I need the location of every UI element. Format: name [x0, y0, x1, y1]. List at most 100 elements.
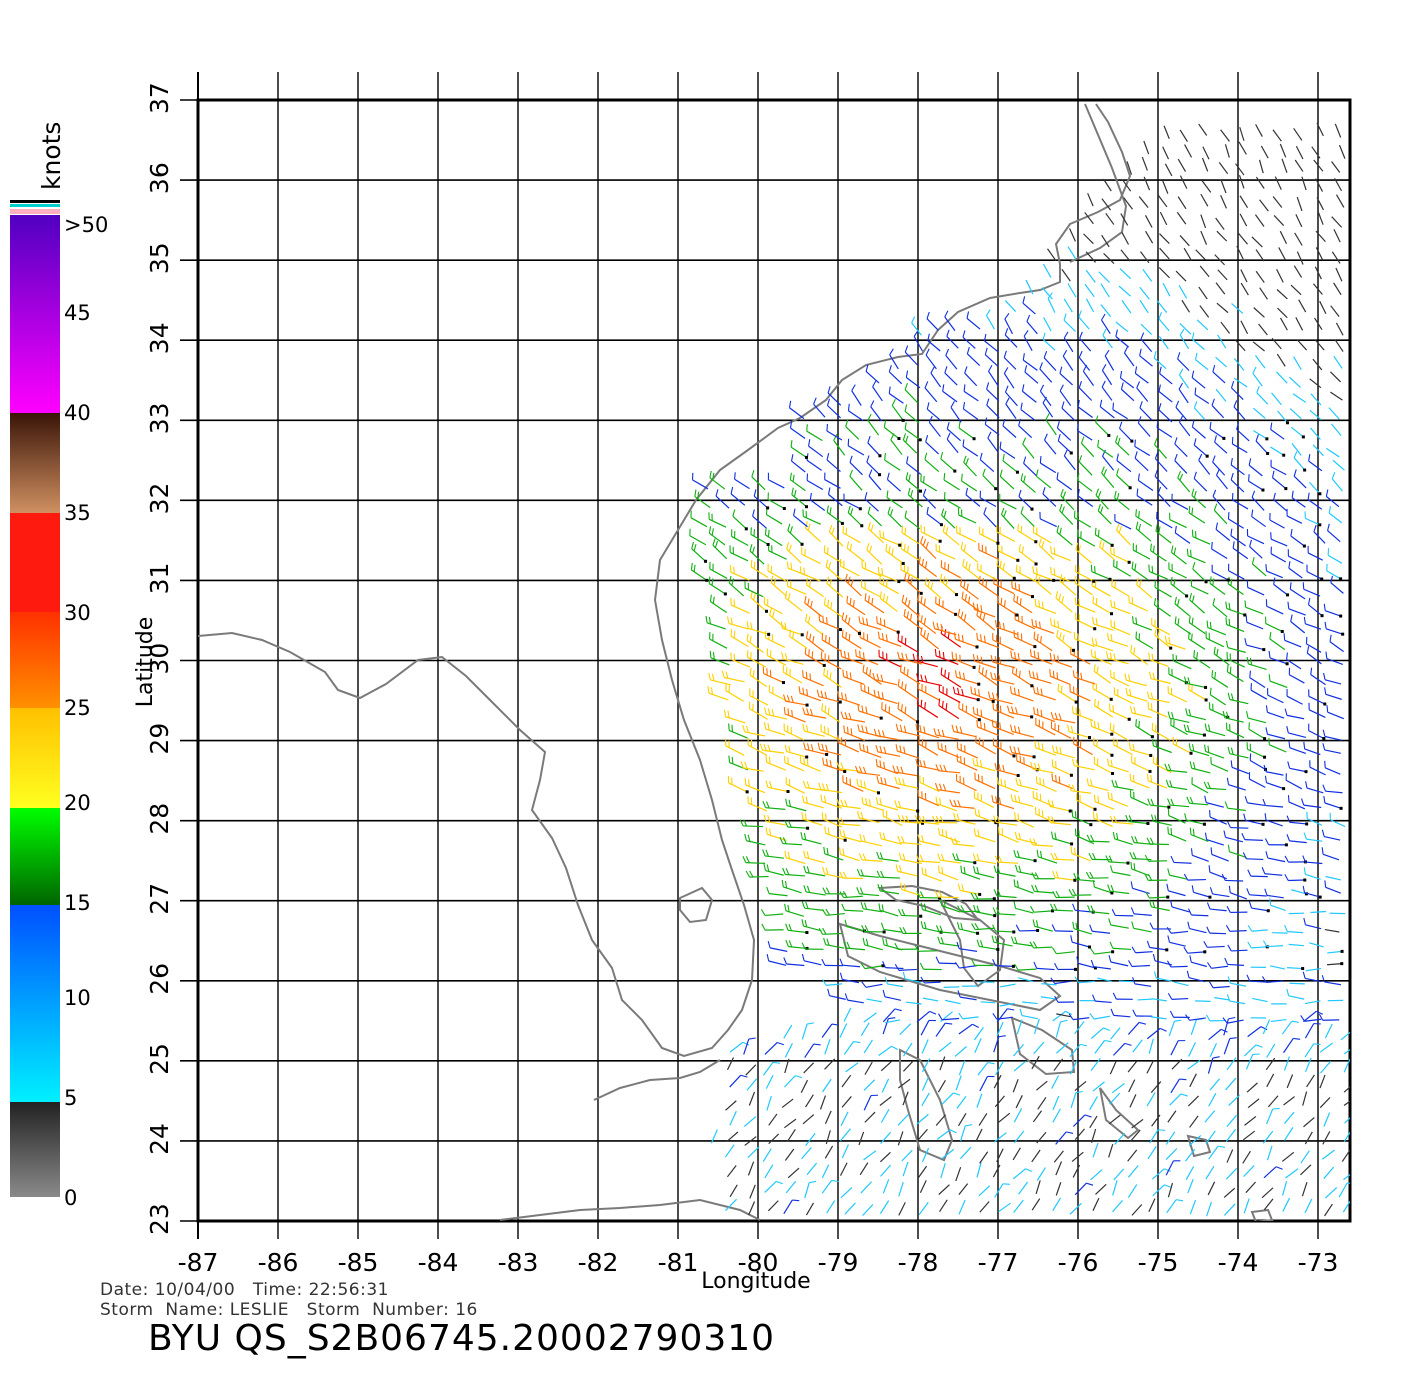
wind-barb-flag — [707, 686, 710, 694]
wind-barb-flag — [823, 937, 827, 945]
wind-barb — [963, 408, 979, 420]
wind-barb-flag — [1265, 851, 1269, 859]
wind-barb-flag — [803, 567, 806, 575]
rain-flag — [822, 663, 826, 667]
wind-barb-flag — [1130, 645, 1133, 653]
wind-barb — [919, 1180, 927, 1194]
rain-flag — [1150, 735, 1154, 739]
wind-barb — [888, 371, 903, 385]
wind-barb — [1325, 886, 1341, 894]
wind-barb-flag — [788, 400, 792, 408]
wind-barb-flag — [829, 507, 832, 515]
wind-barb — [1031, 1198, 1041, 1211]
wind-barb — [898, 1181, 904, 1197]
wind-barb — [1305, 977, 1322, 983]
wind-barb-flag — [768, 828, 772, 836]
wind-barb — [1259, 199, 1269, 212]
wind-barb-flag — [1123, 346, 1129, 354]
wind-barb-flag — [1209, 621, 1212, 629]
wind-barb — [1147, 1146, 1157, 1160]
wind-barb — [1055, 597, 1073, 613]
wind-barb-flag — [1018, 670, 1021, 678]
wind-barb — [1327, 963, 1342, 966]
wind-barb — [957, 1112, 967, 1127]
rain-flag — [1110, 891, 1114, 895]
wind-barb-flag — [1023, 475, 1026, 483]
wind-barb-flag — [801, 942, 806, 950]
wind-barb — [1249, 759, 1266, 770]
wind-barb-flag — [998, 657, 1002, 665]
wind-barb-flag — [842, 871, 847, 879]
wind-barb-flag — [1056, 472, 1059, 480]
wind-barb-flag — [986, 398, 990, 406]
wind-barb — [1340, 1031, 1350, 1041]
wind-barb-flag — [963, 581, 966, 589]
wind-barb — [860, 1181, 873, 1194]
wind-barb-flag — [1191, 488, 1195, 496]
wind-barb-flag — [978, 689, 980, 697]
wind-barb — [1184, 144, 1193, 158]
wind-barb-flag — [1158, 526, 1161, 534]
wind-barb-flag — [1104, 1039, 1112, 1043]
wind-barb — [1134, 446, 1151, 457]
wind-barb-flag — [898, 852, 902, 860]
wind-barb — [1041, 983, 1057, 986]
wind-barb — [767, 1200, 779, 1212]
wind-barb — [692, 479, 709, 490]
wind-barb-flag — [897, 701, 900, 709]
wind-barb — [1328, 512, 1343, 524]
wind-barb-flag — [1061, 401, 1065, 409]
lat-tick-label: 33 — [145, 402, 174, 434]
wind-barb — [1156, 427, 1173, 438]
wind-barb-flag — [1133, 706, 1137, 714]
lat-tick-label: 36 — [145, 162, 174, 194]
wind-barb-flag — [888, 365, 892, 373]
wind-barb-flag — [1004, 328, 1009, 336]
wind-barb — [765, 1074, 774, 1089]
wind-barb — [824, 1039, 831, 1055]
wind-barb-flag — [1076, 671, 1079, 679]
wind-barb-flag — [789, 421, 793, 429]
rain-flag — [1341, 632, 1345, 636]
wind-barb-flag — [919, 759, 923, 767]
wind-barb — [960, 996, 977, 1001]
wind-barb — [1201, 157, 1209, 172]
wind-barb-flag — [987, 691, 991, 699]
wind-barb-flag — [1157, 486, 1162, 494]
wind-barb — [1079, 337, 1092, 352]
wind-barb-flag — [1173, 578, 1176, 587]
legend-band-30-35 — [10, 513, 60, 612]
wind-barb-flag — [897, 835, 901, 843]
wind-barb-flag — [1321, 975, 1325, 983]
wind-barb — [1100, 283, 1110, 298]
wind-barb — [1247, 535, 1265, 545]
rain-flag — [898, 543, 902, 547]
wind-barb — [1286, 658, 1302, 670]
wind-barb-flag — [804, 613, 808, 621]
wind-barb-flag — [1104, 349, 1110, 357]
wind-barb-flag — [920, 596, 923, 604]
wind-barb — [1091, 1128, 1097, 1143]
wind-barb-flag — [844, 614, 848, 622]
wind-barb — [767, 498, 785, 509]
wind-barb — [1232, 547, 1249, 560]
rain-flag — [1111, 950, 1115, 954]
wind-barb-flag — [1251, 509, 1254, 517]
wind-barb — [1324, 749, 1341, 754]
wind-barb — [1265, 771, 1284, 776]
wind-barb-flag — [941, 729, 945, 737]
wind-barb — [1256, 392, 1269, 405]
wind-barb — [1169, 941, 1186, 947]
x-axis-label: Longitude — [701, 1269, 810, 1294]
wind-barb — [1279, 230, 1288, 245]
wind-barb-flag — [984, 417, 988, 425]
wind-barb — [1319, 1042, 1333, 1053]
wind-barb — [1231, 949, 1248, 952]
wind-barb — [1269, 638, 1286, 651]
rain-flag — [973, 861, 977, 865]
wind-barb — [984, 340, 999, 353]
wind-barb-flag — [961, 688, 964, 696]
wind-barb — [1250, 689, 1268, 700]
wind-barb — [1120, 213, 1129, 226]
wind-barb — [1215, 388, 1227, 402]
